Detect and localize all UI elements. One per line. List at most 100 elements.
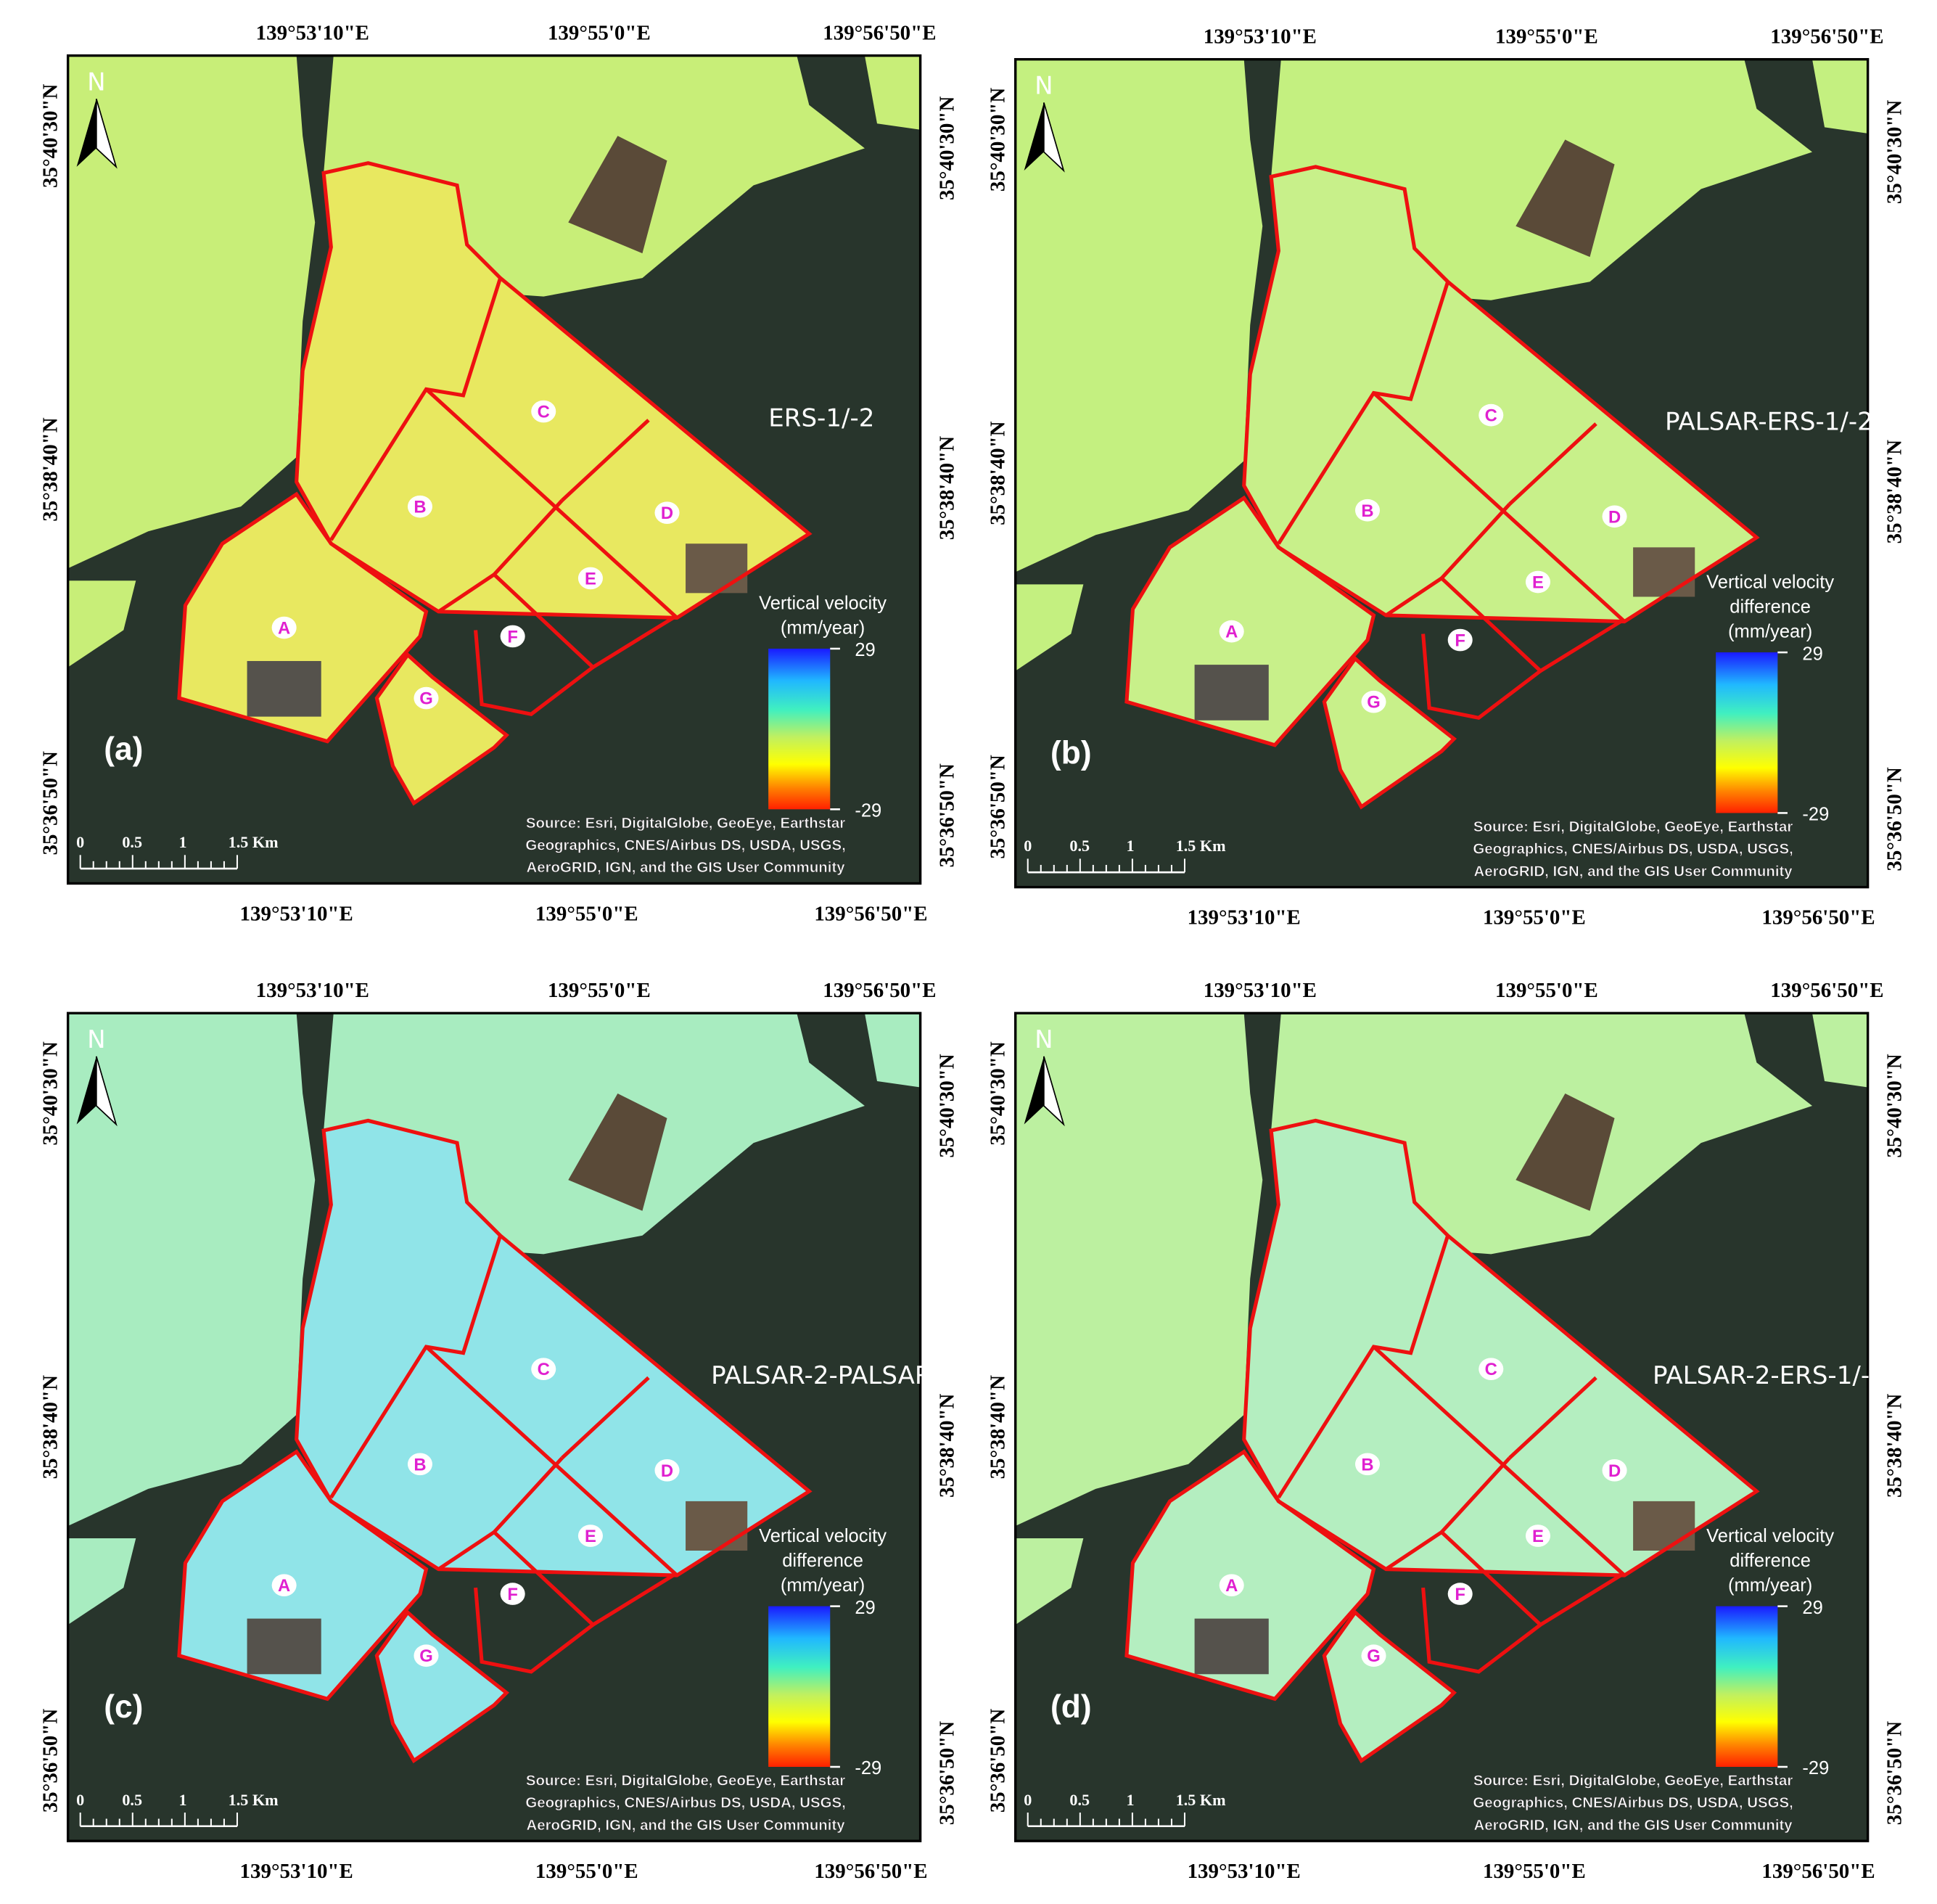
latitude-label: 35°40'30"N (936, 97, 959, 200)
zone-label-bg (1354, 498, 1381, 522)
colorbar-label: 29 (1802, 1598, 1822, 1618)
scale-label: 0.5 (122, 1791, 142, 1809)
source-text: AeroGRID, IGN, and the GIS User Communit… (1474, 1818, 1793, 1834)
building (568, 1093, 667, 1211)
zone-label: B (1361, 1455, 1373, 1474)
zone-label: F (1455, 631, 1465, 651)
zone-border (437, 1530, 495, 1571)
map-frame (1014, 58, 1870, 889)
scale-label: 1.5 Km (1176, 1791, 1226, 1809)
legend-title: difference (1730, 1551, 1811, 1571)
scale-label: 0 (76, 833, 84, 851)
legend-title: Vertical velocity (1706, 1526, 1834, 1546)
land (1812, 59, 1868, 134)
zone-fill (377, 1612, 507, 1761)
latitude-label: 35°38'40"N (1883, 440, 1907, 543)
building (1516, 1093, 1615, 1211)
longitude-label: 139°55'0"E (535, 903, 638, 926)
longitude-label: 139°56'50"E (1770, 979, 1883, 1002)
latitude-label: 35°38'40"N (986, 421, 1009, 525)
zone-border (474, 1587, 594, 1674)
zone-label-bg (1361, 690, 1386, 713)
zone-label-bg (1447, 628, 1473, 652)
building (568, 136, 667, 254)
land (67, 1538, 136, 1625)
scale-label: 0.5 (1069, 837, 1090, 855)
latitude-label: 35°38'40"N (38, 1375, 62, 1479)
zone-label: G (1367, 693, 1381, 713)
panel-letter: (d) (1050, 1689, 1092, 1725)
zone-label-bg (500, 1583, 525, 1605)
latitude-label: 35°40'30"N (936, 1054, 959, 1157)
zone-label-bg (1525, 1525, 1551, 1547)
zone-border (1277, 1235, 1450, 1499)
zone-outline (295, 1118, 813, 1577)
land (1812, 1013, 1868, 1088)
longitude-label: 139°56'50"E (814, 1860, 927, 1883)
zone-label: F (1455, 1585, 1465, 1604)
zone-border (561, 1376, 650, 1460)
zone-label: D (1608, 1461, 1621, 1481)
latitude-label: 35°36'50"N (1883, 767, 1907, 871)
scale-label: 0.5 (122, 833, 142, 851)
colorbar (1716, 652, 1778, 813)
zone-outline (1322, 1609, 1457, 1764)
latitude-label: 35°36'50"N (38, 751, 62, 855)
panel-title: PALSAR-2-ERS-1/-2 (1653, 1361, 1885, 1390)
zone-outline (177, 491, 429, 744)
longitude-label: 139°55'0"E (548, 979, 651, 1002)
colorbar (768, 648, 831, 810)
zone-label-bg (654, 501, 680, 524)
zone-label: F (507, 1585, 518, 1604)
zone-border (1508, 1376, 1597, 1460)
zone-label-bg (1354, 1453, 1381, 1476)
colorbar (768, 1606, 831, 1767)
map-frame (66, 54, 922, 885)
building (247, 660, 321, 717)
north-label: N (1035, 71, 1053, 100)
colorbar-label: -29 (1802, 1758, 1829, 1778)
north-arrow (1043, 102, 1065, 173)
colorbar-label: 29 (1802, 644, 1822, 664)
latitude-label: 35°40'30"N (38, 84, 62, 188)
panel: A B C D E F G PALSAR-2-PALSAR (c) N Vertical veloc… (38, 979, 958, 1883)
longitude-label: 139°56'50"E (1761, 1860, 1875, 1883)
zone-border (1508, 422, 1597, 506)
zone-border (491, 1456, 675, 1628)
source-text: Source: Esri, DigitalGlobe, GeoEye, Eart… (526, 816, 845, 832)
zone-label: A (278, 1576, 290, 1596)
latitude-label: 35°36'50"N (38, 1709, 62, 1813)
legend-title: (mm/year) (781, 1575, 865, 1596)
source-text: Geographics, CNES/Airbus DS, USDA, USGS, (525, 838, 845, 854)
source-text: Geographics, CNES/Airbus DS, USDA, USGS, (1473, 842, 1793, 858)
legend-title: Vertical velocity (1706, 573, 1834, 593)
zone-label-bg (414, 686, 439, 710)
zone-border (1372, 391, 1626, 623)
longitude-label: 139°55'0"E (548, 21, 651, 44)
building (1633, 1501, 1695, 1551)
zone-label-bg (1447, 1583, 1473, 1605)
scale-label: 1.5 Km (229, 1791, 279, 1809)
longitude-label: 139°55'0"E (1483, 906, 1586, 930)
zone-outline (1322, 655, 1457, 810)
legend-title: (mm/year) (1728, 1575, 1812, 1596)
zone-label-bg (414, 1644, 439, 1667)
zone-label-bg (1602, 1458, 1627, 1482)
map-frame (1014, 1012, 1870, 1842)
panel-letter: (b) (1050, 735, 1092, 771)
scale-label: 1 (1127, 837, 1135, 855)
latitude-label: 35°40'30"N (1883, 1054, 1907, 1157)
panel: A B C D E F G PALSAR-ERS-1/-2 (b) N Vertical veloc… (986, 25, 1906, 930)
latitude-label: 35°40'30"N (986, 88, 1009, 192)
zone-fill (1324, 1612, 1455, 1761)
zone-label: D (1608, 507, 1621, 527)
zone-border (437, 573, 495, 614)
longitude-label: 139°53'10"E (240, 1860, 353, 1883)
longitude-label: 139°56'50"E (823, 21, 936, 44)
land (1015, 1013, 1263, 1526)
zone-fill (377, 654, 507, 803)
north-arrow (95, 98, 118, 169)
building (1194, 1618, 1269, 1675)
panel-title: ERS-1/-2 (768, 403, 874, 432)
